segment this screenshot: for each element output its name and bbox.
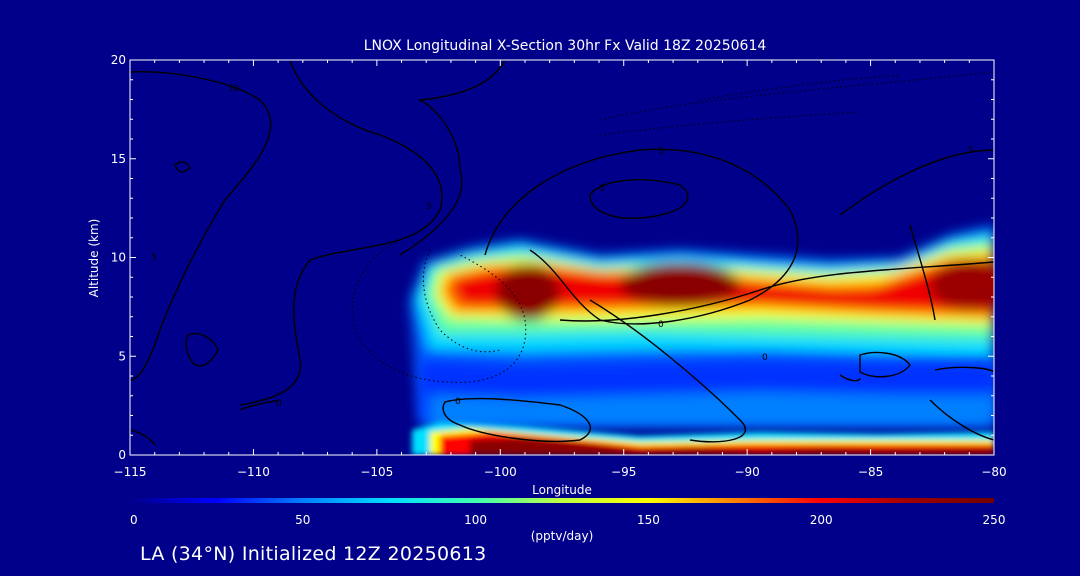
x-tick-label: −100 <box>484 465 517 479</box>
colorbar: 0 50 100 150 200 250 (pptv/day) <box>130 498 1005 543</box>
colorbar-tick-label: 50 <box>295 513 310 527</box>
contour-lines <box>130 60 994 446</box>
dotted-contours <box>351 71 994 383</box>
x-tick-label: −80 <box>981 465 1006 479</box>
initialization-footer: LA (34°N) Initialized 12Z 20250613 <box>140 543 487 565</box>
dotted-contour <box>699 74 901 101</box>
colorbar-tick-label: 150 <box>637 513 660 527</box>
y-tick-label: 10 <box>111 251 126 265</box>
contour-label: 0 <box>762 353 768 363</box>
colorbar-ticks: 0 50 100 150 200 250 <box>130 513 1005 527</box>
x-tick-label: −115 <box>114 465 147 479</box>
colorbar-tick-label: 200 <box>810 513 833 527</box>
chart-title: LNOX Longitudinal X-Section 30hr Fx Vali… <box>364 38 767 54</box>
contour-line <box>239 399 281 411</box>
surface-darkred <box>470 438 994 455</box>
plot-area: 10 5 0 0 -5 5 5 5 0 0 <box>129 59 995 456</box>
contour-label: 10 <box>228 84 240 94</box>
contour-label: 5 <box>426 202 432 212</box>
y-tick-label: 15 <box>111 152 126 166</box>
contour-line <box>589 179 689 219</box>
lower-cyan <box>430 392 994 425</box>
y-axis: 0 5 10 15 20 <box>111 53 994 462</box>
contour-line <box>185 333 219 367</box>
x-axis: −115 −110 −105 −100 −95 −90 −85 −80 <box>114 60 1007 479</box>
contour-line <box>399 60 506 256</box>
lower-layer <box>420 360 994 425</box>
x-tick-label: −95 <box>611 465 636 479</box>
x-tick-label: −85 <box>858 465 883 479</box>
core-darkred-1 <box>496 264 560 320</box>
contour-line <box>859 351 911 378</box>
x-tick-label: −90 <box>734 465 759 479</box>
dotted-contour <box>351 239 527 383</box>
contour-line <box>130 429 156 446</box>
contour-label: 0 <box>276 399 282 409</box>
y-tick-label: 0 <box>118 448 126 462</box>
contour-line <box>174 161 191 173</box>
y-tick-label: 5 <box>118 349 126 363</box>
heatmap-field: 10 5 0 0 -5 5 5 5 0 0 <box>130 60 994 455</box>
contour-labels: 10 5 0 0 -5 5 5 5 0 0 <box>151 84 974 409</box>
x-tick-label: −110 <box>237 465 270 479</box>
colorbar-tick-label: 100 <box>464 513 487 527</box>
dotted-contour <box>422 249 501 353</box>
contour-line <box>839 374 861 382</box>
x-axis-label: Longitude <box>532 483 592 497</box>
contour-label: 5 <box>968 146 974 156</box>
contour-label: 5 <box>658 147 664 157</box>
contour-line <box>934 366 994 373</box>
contour-line <box>839 149 994 216</box>
core-darkred-3 <box>930 260 994 310</box>
contour-line <box>589 299 747 443</box>
contour-line <box>484 148 799 325</box>
y-axis-label: Altitude (km) <box>87 219 101 298</box>
colorbar-label: (pptv/day) <box>531 529 594 543</box>
contour-line <box>559 261 994 322</box>
contour-line <box>909 224 936 321</box>
contour-line <box>130 71 272 381</box>
colorbar-tick-label: 0 <box>130 513 138 527</box>
y-tick-label: 20 <box>111 53 126 67</box>
colorbar-tick-label: 250 <box>983 513 1006 527</box>
contour-line <box>442 397 592 443</box>
x-tick-label: −105 <box>360 465 393 479</box>
contour-line <box>239 60 443 406</box>
contour-label: 5 <box>151 253 157 263</box>
contour-label: 0 <box>455 397 461 407</box>
contour-label: -5 <box>596 184 605 194</box>
contour-line <box>929 399 994 441</box>
colorbar-strip <box>130 498 994 503</box>
core-darkred-2 <box>620 263 740 307</box>
contour-label: 0 <box>658 320 664 330</box>
